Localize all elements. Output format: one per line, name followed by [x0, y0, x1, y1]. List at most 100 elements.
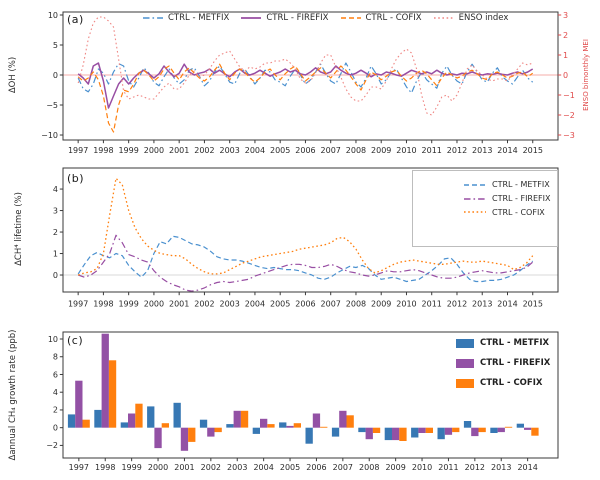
legend-item-firefix: CTRL - FIREFIX [456, 353, 550, 373]
metfix-line-swatch-icon [143, 17, 163, 19]
firefix-line-swatch-icon [241, 17, 262, 19]
svg-text:5: 5 [53, 41, 58, 50]
panel-a-letter: (a) [67, 13, 84, 26]
panel-c-legend: CTRL - METFIX CTRL - FIREFIX CTRL - COFI… [456, 333, 550, 393]
svg-text:10: 10 [48, 11, 58, 20]
svg-text:2011: 2011 [422, 146, 442, 155]
svg-text:10: 10 [48, 335, 58, 344]
legend-label: CTRL - COFIX [365, 13, 422, 23]
svg-text:2005: 2005 [270, 300, 290, 309]
svg-text:2010: 2010 [396, 300, 416, 309]
svg-text:2014: 2014 [497, 146, 517, 155]
svg-text:2003: 2003 [220, 146, 240, 155]
legend-label: CTRL - FIREFIX [266, 13, 329, 23]
svg-text:−2: −2 [46, 441, 58, 450]
svg-text:2001: 2001 [169, 146, 189, 155]
legend-label: CTRL - METFIX [492, 180, 550, 190]
svg-text:2012: 2012 [465, 463, 485, 472]
panel-b-letter: (b) [67, 172, 85, 185]
svg-text:2003: 2003 [227, 463, 247, 472]
panel-c-chart: 1997 1998 1999 2000 2001 2002 2003 2004 2005 2006… [46, 331, 559, 472]
svg-text:2008: 2008 [346, 146, 366, 155]
enso-line-swatch-icon [433, 17, 454, 19]
svg-text:2004: 2004 [245, 146, 265, 155]
svg-text:2010: 2010 [396, 146, 416, 155]
svg-text:2003: 2003 [220, 300, 240, 309]
svg-text:2006: 2006 [295, 146, 315, 155]
svg-text:0: 0 [53, 71, 58, 80]
svg-text:2012: 2012 [447, 146, 467, 155]
svg-text:8: 8 [53, 353, 58, 362]
svg-text:2002: 2002 [194, 146, 214, 155]
firefix-line-swatch-icon [464, 197, 486, 200]
svg-text:2012: 2012 [447, 300, 467, 309]
legend-item-enso: ENSO index [433, 13, 509, 23]
panel-a-chart: 1997 1998 1999 2000 2001 2002 2003 2004 2005 2006… [41, 11, 575, 155]
svg-text:4: 4 [53, 388, 58, 397]
panel-b-chart: 1997 1998 1999 2000 2001 2002 2003 2004 2005 2006… [53, 167, 559, 309]
svg-text:2002: 2002 [201, 463, 221, 472]
cofix-line-swatch-icon [464, 211, 486, 214]
metfix-line-swatch-icon [464, 184, 486, 186]
firefix-color-swatch-icon [456, 358, 474, 368]
legend-label: CTRL - METFIX [480, 338, 550, 348]
svg-text:2007: 2007 [333, 463, 353, 472]
svg-text:2006: 2006 [306, 463, 326, 472]
legend-item-cofix: CTRL - COFIX [463, 206, 557, 220]
svg-text:2009: 2009 [385, 463, 405, 472]
svg-text:1: 1 [563, 51, 568, 60]
legend-label: CTRL - COFIX [480, 378, 543, 388]
svg-text:1997: 1997 [69, 463, 89, 472]
svg-text:2000: 2000 [144, 146, 164, 155]
svg-text:2: 2 [53, 406, 58, 415]
svg-text:1999: 1999 [118, 146, 138, 155]
panel-b-legend: CTRL - METFIX CTRL - FIREFIX CTRL - COFI… [412, 170, 558, 247]
legend-label: ENSO index [458, 13, 509, 23]
svg-text:2011: 2011 [422, 300, 442, 309]
svg-text:−2: −2 [563, 111, 575, 120]
svg-text:2002: 2002 [194, 300, 214, 309]
svg-text:2013: 2013 [491, 463, 511, 472]
svg-text:2006: 2006 [295, 300, 315, 309]
legend-label: CTRL - METFIX [168, 13, 230, 23]
panel-a-ylabel: ΔOH (%) [8, 56, 18, 94]
panel-b-ylabel: ΔCH⁴ lifetime (%) [14, 192, 24, 266]
panel-c-ylabel: Δannual CH₄ growth rate (ppb) [8, 329, 18, 461]
legend-item-cofix: CTRL - COFIX [340, 13, 422, 23]
svg-text:2007: 2007 [321, 300, 341, 309]
panel-a-legend: CTRL - METFIX CTRL - FIREFIX CTRL - COFI… [142, 13, 508, 23]
svg-text:2013: 2013 [472, 146, 492, 155]
svg-text:2010: 2010 [412, 463, 432, 472]
svg-text:2004: 2004 [253, 463, 273, 472]
svg-text:0: 0 [53, 423, 58, 432]
svg-text:−1: −1 [563, 91, 575, 100]
svg-text:−5: −5 [46, 101, 58, 110]
svg-text:2000: 2000 [144, 300, 164, 309]
cofix-line-swatch-icon [340, 17, 361, 19]
svg-text:2004: 2004 [245, 300, 265, 309]
svg-text:1: 1 [53, 249, 58, 258]
svg-text:2001: 2001 [174, 463, 194, 472]
svg-text:2008: 2008 [359, 463, 379, 472]
svg-text:1999: 1999 [121, 463, 141, 472]
svg-text:2009: 2009 [371, 300, 391, 309]
svg-text:2011: 2011 [438, 463, 458, 472]
svg-text:2005: 2005 [270, 146, 290, 155]
legend-label: CTRL - COFIX [492, 207, 545, 217]
svg-text:3: 3 [53, 206, 58, 215]
svg-text:2007: 2007 [321, 146, 341, 155]
svg-text:0: 0 [53, 271, 58, 280]
legend-item-cofix: CTRL - COFIX [456, 373, 550, 393]
svg-text:2015: 2015 [523, 300, 543, 309]
legend-label: CTRL - FIREFIX [492, 194, 551, 204]
svg-text:2015: 2015 [523, 146, 543, 155]
svg-text:1998: 1998 [93, 146, 113, 155]
svg-text:3: 3 [563, 11, 568, 20]
svg-text:2008: 2008 [346, 300, 366, 309]
svg-text:2014: 2014 [497, 300, 517, 309]
svg-text:1997: 1997 [68, 300, 88, 309]
metfix-color-swatch-icon [456, 338, 474, 348]
svg-text:1999: 1999 [118, 300, 138, 309]
panel-c-letter: (c) [67, 334, 84, 347]
